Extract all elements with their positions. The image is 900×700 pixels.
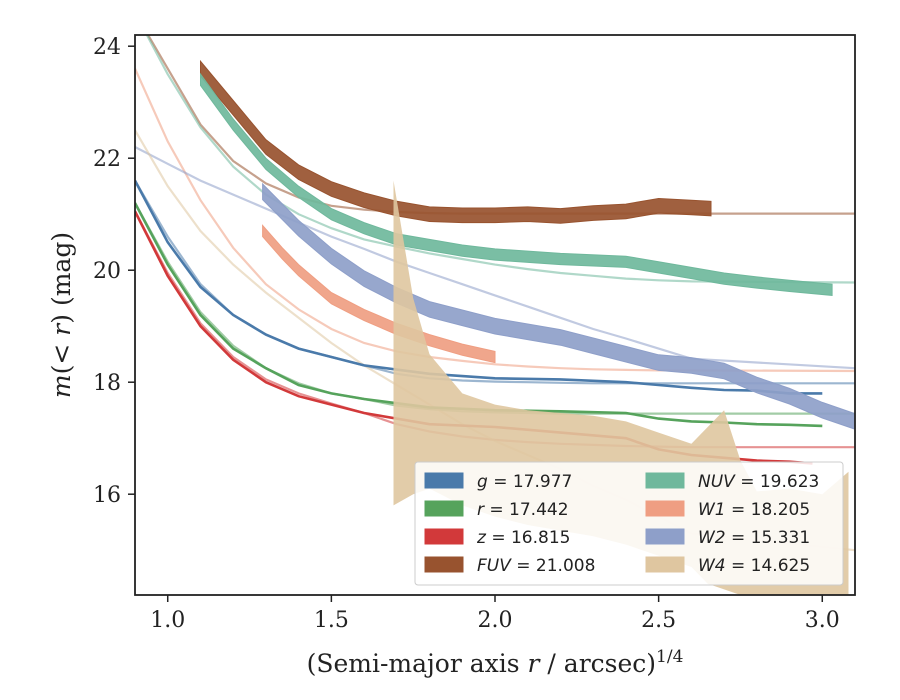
legend-label: z = 16.815 bbox=[476, 528, 570, 548]
series-band-w1 bbox=[262, 224, 496, 364]
legend-label: W2 = 15.331 bbox=[698, 528, 810, 548]
legend-swatch bbox=[424, 472, 464, 489]
legend-box bbox=[414, 461, 844, 586]
axes: 1.0 1.5 2.0 2.5 3.0 16 18 20 22 24 bbox=[93, 35, 840, 633]
model-curve-w2 bbox=[135, 146, 855, 370]
series-band-fuv bbox=[200, 59, 712, 224]
x-axis-label: (Semi-major axis r / arcsec)1/4 bbox=[307, 647, 684, 678]
legend-label: FUV = 21.008 bbox=[477, 556, 595, 576]
y-tick-label: 18 bbox=[93, 371, 121, 396]
legend: g = 17.977 r = 17.442 z = 16.815 FUV = 21.0… bbox=[414, 461, 844, 586]
x-tick-label: 2.5 bbox=[641, 608, 676, 633]
y-tick-label: 22 bbox=[93, 147, 121, 172]
y-tick-label: 20 bbox=[93, 259, 121, 284]
y-axis-label: m(< r) (mag) bbox=[47, 232, 76, 398]
y-tick-label: 16 bbox=[93, 483, 121, 508]
legend-label: W4 = 14.625 bbox=[698, 556, 810, 576]
x-tick-label: 1.5 bbox=[314, 608, 349, 633]
legend-label: W1 = 18.205 bbox=[698, 500, 810, 520]
legend-swatch bbox=[645, 556, 685, 573]
x-tick-label: 1.0 bbox=[150, 608, 185, 633]
legend-swatch bbox=[645, 500, 685, 517]
x-tick-label: 2.0 bbox=[478, 608, 513, 633]
legend-label: r = 17.442 bbox=[477, 500, 569, 520]
model-curve-nuv bbox=[145, 35, 855, 284]
legend-label: NUV = 19.623 bbox=[698, 472, 819, 492]
y-tick-label: 24 bbox=[93, 35, 121, 60]
legend-label: g = 17.977 bbox=[477, 472, 572, 492]
legend-swatch bbox=[424, 528, 464, 545]
legend-swatch bbox=[645, 528, 685, 545]
legend-swatch bbox=[645, 472, 685, 489]
series-band-w2 bbox=[262, 182, 855, 430]
x-tick-label: 3.0 bbox=[805, 608, 840, 633]
series-line-g bbox=[135, 179, 823, 395]
legend-swatch bbox=[424, 500, 464, 517]
legend-swatch bbox=[424, 556, 464, 573]
